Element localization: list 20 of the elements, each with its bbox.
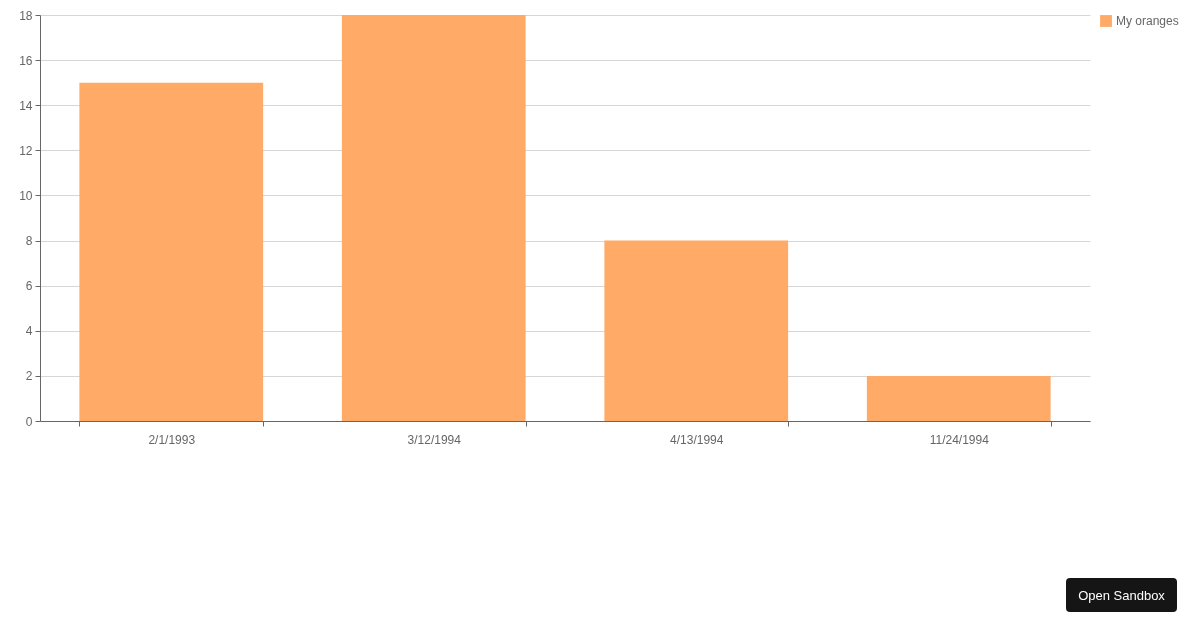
legend-label: My oranges	[1116, 14, 1179, 28]
y-tick-label: 4	[25, 324, 33, 339]
x-tick-label: 3/12/1994	[407, 432, 462, 447]
y-tick-label: 8	[25, 234, 33, 249]
bar	[341, 15, 526, 421]
x-tick-label: 2/1/1993	[148, 432, 196, 447]
y-tick-label: 0	[25, 414, 33, 429]
y-tick-label: 2	[25, 369, 33, 384]
y-tick-label: 18	[19, 8, 33, 23]
y-tick-label: 10	[19, 188, 33, 203]
bar	[604, 240, 789, 421]
y-tick-label: 12	[19, 143, 33, 158]
button: Open Sandbox	[1066, 578, 1177, 612]
bar	[866, 375, 1051, 421]
y-tick-label: 14	[19, 98, 33, 113]
x-tick-label: 4/13/1994	[670, 432, 724, 447]
bar	[79, 82, 264, 421]
y-tick-label: 6	[25, 279, 33, 294]
x-tick-label: 11/24/1994	[929, 432, 990, 447]
y-tick-label: 16	[19, 53, 33, 68]
